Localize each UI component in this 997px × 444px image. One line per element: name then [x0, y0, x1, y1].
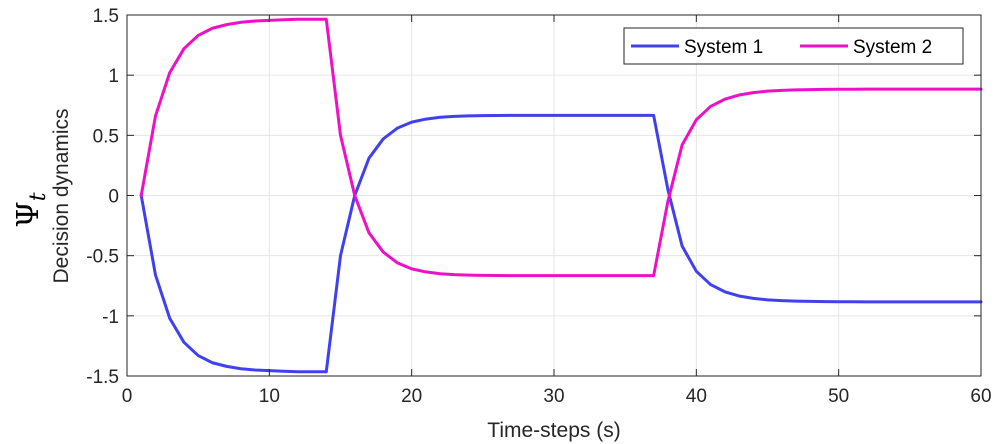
legend-label-system-1: System 1 [684, 37, 763, 58]
y-tick-label: -1 [102, 307, 119, 328]
ticks: 0 10 20 30 40 50 60 -1.5 -1 -0.5 0 0.5 1 1.5 [86, 6, 991, 407]
x-tick-label: 40 [686, 386, 707, 407]
y-axis-symbol: Ψt [11, 192, 51, 227]
y-tick-label: -0.5 [86, 247, 119, 268]
y-tick-label: 0 [108, 187, 119, 208]
x-tick-label: 60 [970, 386, 991, 407]
y-tick-label: -1.5 [86, 367, 119, 388]
y-tick-label: 0.5 [93, 126, 119, 147]
y-axis-symbol-subscript: t [26, 192, 51, 201]
x-tick-label: 20 [401, 386, 422, 407]
series-line-system-2 [139, 17, 983, 278]
y-tick-label: 1 [108, 66, 119, 87]
series-layer [139, 17, 983, 374]
legend-box [623, 27, 964, 65]
legend: System 1 System 2 [623, 27, 964, 65]
x-axis-label: Time-steps (s) [487, 419, 620, 442]
y-axis-label: Decision dynamics [50, 108, 73, 283]
y-axis-symbol-main: Ψ [11, 201, 46, 227]
x-tick-label: 50 [828, 386, 849, 407]
legend-label-system-2: System 2 [853, 37, 932, 58]
x-tick-label: 10 [259, 386, 280, 407]
y-axis-label-group: Ψt Decision dynamics [11, 108, 73, 283]
x-tick-label: 0 [122, 386, 133, 407]
y-tick-label: 1.5 [93, 6, 119, 27]
x-tick-label: 30 [543, 386, 564, 407]
series-line-system-1 [139, 113, 983, 374]
